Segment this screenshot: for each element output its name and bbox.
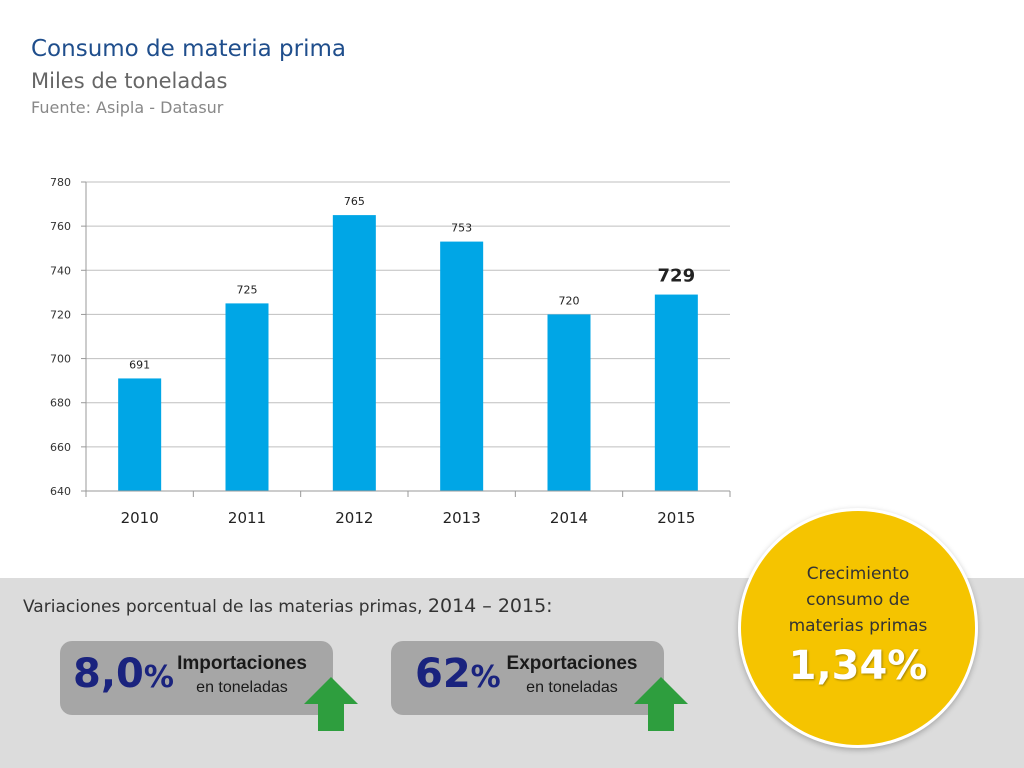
growth-caption-line2: consumo de (806, 590, 910, 610)
y-tick-label: 720 (50, 308, 71, 321)
growth-value: 1,34% (788, 643, 928, 689)
exports-stat: 62% Exportaciones en toneladas (391, 641, 664, 715)
growth-circle: Crecimiento consumo de materias primas 1… (738, 508, 978, 748)
data-label: 691 (129, 358, 150, 371)
bar (654, 294, 698, 491)
imports-number: 8,0 (73, 651, 144, 697)
variation-caption: Variaciones porcentual de las materias p… (23, 595, 553, 617)
data-label: 729 (658, 266, 696, 287)
y-tick-label: 740 (50, 264, 71, 277)
up-arrow-icon (634, 677, 688, 731)
bar (332, 215, 376, 491)
exports-sublabel: en toneladas (526, 679, 618, 696)
exports-value: 62% (415, 651, 501, 697)
bar (547, 314, 591, 491)
y-axis: 640 660 680 700 720 740 760 780 (50, 176, 87, 498)
bar (118, 378, 162, 491)
growth-caption-line3: materias primas (788, 616, 928, 636)
growth-caption: Crecimiento consumo de materias primas (741, 561, 975, 639)
exports-label: Exportaciones (506, 653, 638, 674)
bar-chart: 640 660 680 700 720 740 760 780 691 725 765 753 720… (50, 176, 731, 527)
bars (118, 215, 698, 491)
y-tick-label: 660 (50, 441, 71, 454)
y-tick-label: 680 (50, 397, 71, 410)
x-tick-label: 2013 (443, 509, 481, 527)
chart-subtitle: Miles de toneladas (31, 69, 228, 93)
y-tick-label: 640 (50, 485, 71, 498)
bar (440, 241, 484, 491)
x-tick-label: 2014 (550, 509, 588, 527)
x-tick-label: 2010 (121, 509, 159, 527)
exports-unit: % (470, 660, 501, 695)
data-label: 720 (559, 294, 580, 307)
up-arrow-icon (304, 677, 358, 731)
grid-lines (86, 181, 730, 492)
x-tick-label: 2011 (228, 509, 266, 527)
x-tick-label: 2015 (657, 509, 695, 527)
imports-label: Importaciones (177, 653, 307, 674)
data-labels: 691 725 765 753 720 729 (129, 195, 695, 371)
y-tick-label: 700 (50, 353, 71, 366)
imports-unit: % (143, 660, 174, 695)
data-label: 753 (451, 222, 472, 235)
data-label: 725 (237, 283, 258, 296)
x-axis: 2010 2011 2012 2013 2014 2015 (85, 490, 731, 527)
variation-text: Variaciones porcentual de las materias p… (23, 597, 423, 617)
y-tick-label: 760 (50, 220, 71, 233)
imports-stat: 8,0% Importaciones en toneladas (60, 641, 333, 715)
imports-sublabel: en toneladas (196, 679, 288, 696)
variation-years: 2014 – 2015: (427, 595, 553, 617)
chart-source: Fuente: Asipla - Datasur (31, 98, 224, 117)
bar (225, 303, 269, 491)
chart-title: Consumo de materia prima (31, 36, 346, 62)
data-label: 765 (344, 195, 365, 208)
imports-value: 8,0% (73, 651, 174, 697)
x-tick-label: 2012 (335, 509, 373, 527)
y-tick-label: 780 (50, 176, 71, 189)
exports-number: 62 (415, 651, 471, 697)
growth-caption-line1: Crecimiento (806, 564, 910, 584)
